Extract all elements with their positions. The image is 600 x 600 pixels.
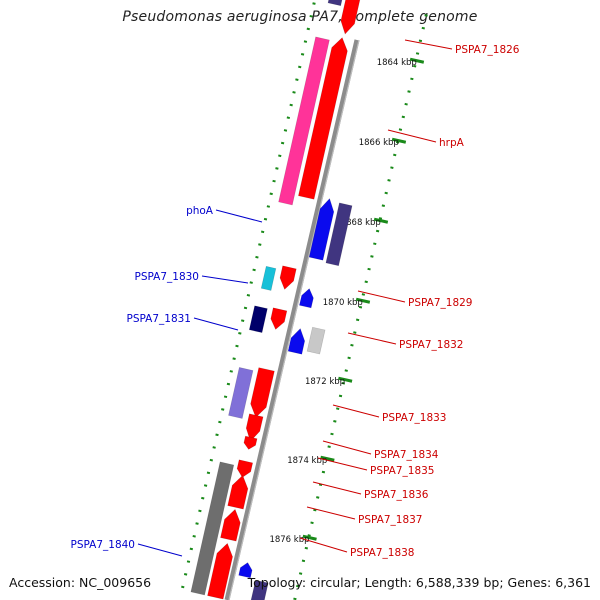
label-leader xyxy=(201,275,249,284)
scale-label: 1872 kbp xyxy=(305,377,345,387)
gene-pspa7-1838 xyxy=(207,542,233,600)
gene-label-pspa7_1829: PSPA7_1829 xyxy=(408,297,473,309)
gene-block-red xyxy=(298,37,348,200)
scale-tick xyxy=(320,455,335,462)
label-leader xyxy=(137,543,183,557)
gene-pspa7-1826 xyxy=(340,0,361,35)
gene-pspa7-1832b xyxy=(248,305,268,333)
genome-backbone-highlight xyxy=(228,39,360,600)
gene-pspa7-1840 xyxy=(238,562,253,579)
label-leader xyxy=(404,39,453,50)
label-leader xyxy=(193,317,239,331)
gene-pspa7-1833 xyxy=(250,367,275,418)
scale-label: 1866 kbp xyxy=(359,138,399,148)
scale-label: 1874 kbp xyxy=(287,456,327,466)
gene-label-pspa7_1834: PSPA7_1834 xyxy=(374,449,439,461)
gene-pspa7-1830 xyxy=(299,288,314,309)
genome-summary: Topology: circular; Length: 6,588,339 bp… xyxy=(247,575,591,590)
scale-label: 1876 kbp xyxy=(269,535,309,545)
scale-tick xyxy=(373,217,389,224)
map-title: Pseudomonas aeruginosa PA7, complete gen… xyxy=(122,9,478,25)
label-leader xyxy=(299,537,348,553)
gene-label-pspa7_1840: PSPA7_1840 xyxy=(71,539,136,551)
label-leader xyxy=(306,506,356,520)
label-leader xyxy=(357,290,406,303)
scale-tick xyxy=(355,297,371,304)
scale-tick xyxy=(302,534,317,541)
gene-pspa7-1829 xyxy=(279,265,297,290)
label-leader xyxy=(347,332,397,345)
gene-label-phoa: phoA xyxy=(186,205,214,217)
label-leader xyxy=(312,481,362,495)
gene-hrpa xyxy=(278,36,330,206)
gene-label-pspa7_1838: PSPA7_1838 xyxy=(350,547,415,559)
gene-label-pspa7_1831: PSPA7_1831 xyxy=(127,313,192,325)
gene-pspa7-1831 xyxy=(287,328,306,355)
gene-pspa7-1829b xyxy=(260,265,277,291)
gene-phoa-partner xyxy=(325,202,353,267)
label-leader xyxy=(322,440,372,455)
gene-pspa7-1837 xyxy=(220,508,241,542)
label-leader xyxy=(215,209,263,223)
gene-label-pspa7_1830: PSPA7_1830 xyxy=(135,271,200,283)
gene-label-hrpa: hrpA xyxy=(439,137,465,149)
gene-label-pspa7_1826: PSPA7_1826 xyxy=(455,44,520,56)
gene-gray-strip xyxy=(190,461,235,596)
accession-label: Accession: NC_009656 xyxy=(9,575,152,590)
gene-pspa7-1831-gray xyxy=(306,326,326,355)
label-leader xyxy=(317,457,368,471)
label-leader xyxy=(332,404,380,418)
gene-label-pspa7_1836: PSPA7_1836 xyxy=(364,489,429,501)
scale-tick xyxy=(338,376,353,383)
scale-label: 1864 kbp xyxy=(377,58,417,68)
gene-label-pspa7_1835: PSPA7_1835 xyxy=(370,465,435,477)
gene-pspa7-1834 xyxy=(245,413,264,442)
gene-pspa7-1835 xyxy=(243,435,258,450)
scale-tick xyxy=(391,137,407,144)
gene-label-pspa7_1837: PSPA7_1837 xyxy=(358,514,423,526)
scale-tick xyxy=(409,57,425,64)
gene-label-pspa7_1833: PSPA7_1833 xyxy=(382,412,447,424)
gene-label-pspa7_1832: PSPA7_1832 xyxy=(399,339,464,351)
gene-block-navy-top xyxy=(327,0,343,7)
scale-label: 1868 kbp xyxy=(341,218,381,228)
gene-pspa7-1832 xyxy=(270,307,288,330)
gene-pspa7-1835b xyxy=(236,459,254,478)
scale-label: 1870 kbp xyxy=(323,298,363,308)
gene-pspa7-1836 xyxy=(227,474,249,510)
gene-phoa xyxy=(308,198,335,261)
gene-pspa7-1833b xyxy=(228,367,254,419)
label-leader xyxy=(387,129,437,143)
genome-backbone xyxy=(224,39,360,600)
